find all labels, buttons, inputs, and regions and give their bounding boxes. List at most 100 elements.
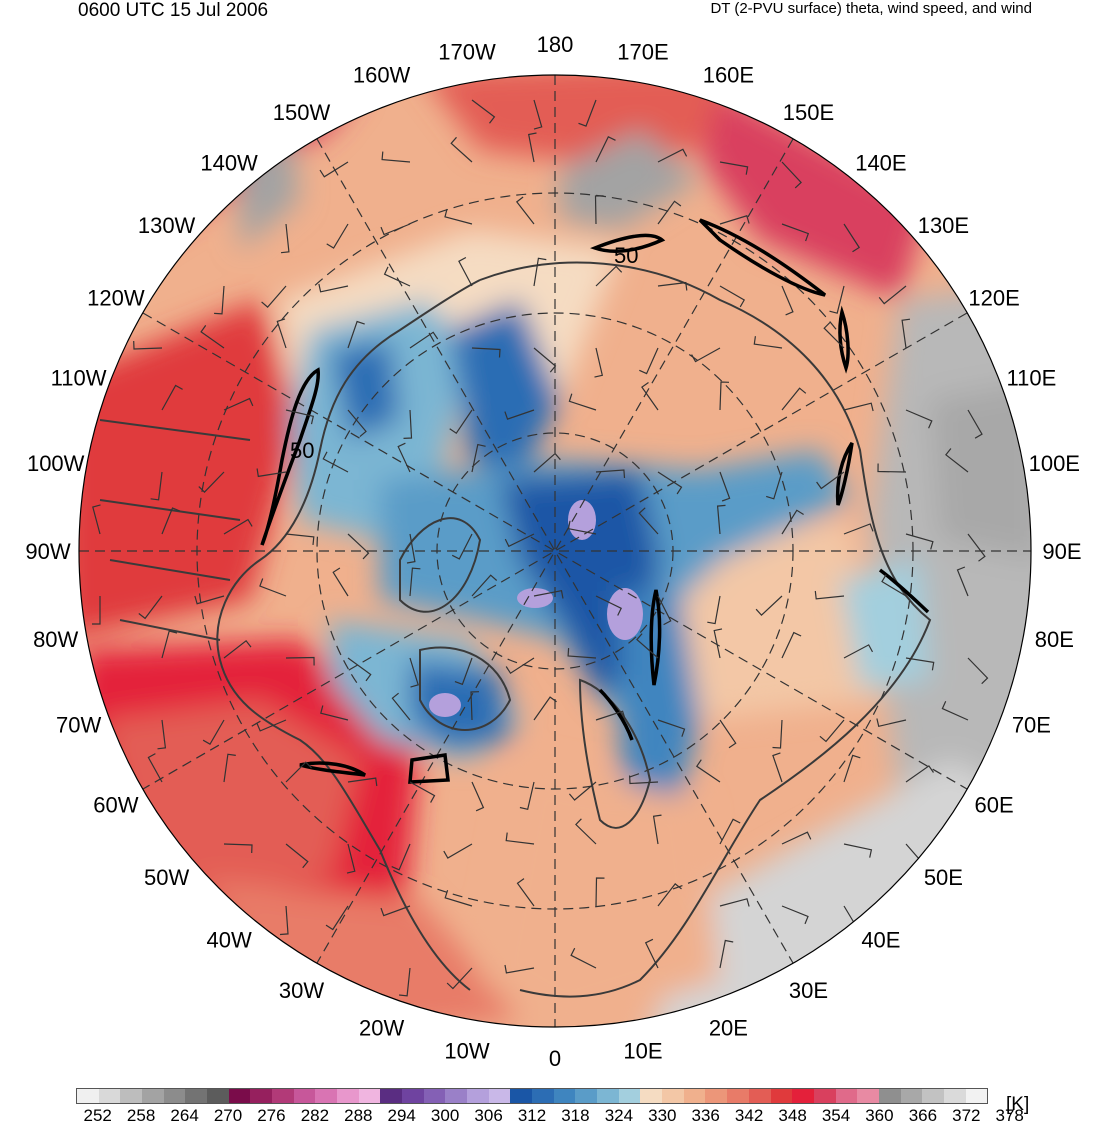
colorbar-swatch [900, 1089, 923, 1103]
colorbar-tick-label: 252 [83, 1106, 112, 1125]
colorbar-tick-label: 264 [170, 1106, 199, 1125]
wind-barb [347, 777, 378, 787]
wind-barb [450, 136, 473, 163]
wind-barb [719, 215, 750, 225]
wind-barb [505, 832, 535, 845]
colorbar-tick-label: 276 [257, 1106, 286, 1125]
colorbar-tick-label: 330 [648, 1106, 677, 1125]
wind-barb [399, 967, 411, 997]
wind-barb [471, 347, 501, 358]
wind-barb [403, 409, 413, 439]
wind-barb [285, 409, 315, 425]
wind-barb [967, 533, 986, 562]
colorbar-swatch [77, 1089, 99, 1103]
colorbar-swatch [120, 1089, 143, 1103]
wind-barb [772, 719, 783, 749]
wind-barb [823, 322, 845, 349]
wind-barb [320, 705, 349, 721]
wind-barb [504, 409, 535, 420]
colorbar [76, 1088, 988, 1104]
wind-barb [256, 468, 287, 478]
longitude-label: 80W [33, 627, 78, 652]
longitude-label: 140W [200, 151, 258, 176]
longitude-label: 150W [273, 100, 331, 125]
wind-barb [570, 947, 597, 969]
wind-barb [829, 285, 845, 314]
wind-barb [638, 507, 659, 535]
colorbar-swatch [618, 1089, 641, 1103]
colorbar-tick-label: 306 [474, 1106, 503, 1125]
longitude-label: 160E [703, 63, 754, 88]
wind-barb [843, 644, 874, 659]
wind-barb [945, 448, 969, 473]
colorbar-swatch [878, 1089, 901, 1103]
wind-barb [901, 318, 911, 349]
wind-barb [781, 387, 807, 411]
wind-barb [568, 393, 597, 411]
wind-barb [147, 753, 163, 783]
wind-barb [766, 471, 783, 500]
colorbar-swatch [813, 1089, 836, 1103]
wind-barb [92, 504, 101, 535]
wind-barb [719, 898, 750, 907]
colorbar-swatch [575, 1089, 598, 1103]
contour-label-north: 50 [614, 243, 638, 268]
wind-barb [575, 818, 597, 845]
wind-barb [161, 384, 183, 411]
longitude-label: 50E [924, 865, 963, 890]
colorbar-swatch [597, 1089, 619, 1103]
wind-barb [657, 595, 672, 626]
wind-barb [781, 223, 810, 242]
colorbar-tick-label: 270 [213, 1106, 243, 1125]
longitude-label: 130E [918, 213, 969, 238]
wind-barb [347, 533, 370, 560]
colorbar-swatch [553, 1089, 576, 1103]
wind-barb [639, 347, 659, 375]
wind-barb [719, 818, 741, 845]
longitude-label: 90E [1042, 539, 1081, 564]
wind-barb [391, 843, 411, 871]
colorbar-swatch [792, 1089, 814, 1103]
wind-barb [397, 442, 411, 473]
wind-barb [504, 533, 535, 548]
wind-barb [568, 781, 597, 801]
wind-barb [657, 471, 683, 495]
colorbar-swatch [380, 1089, 403, 1103]
longitude-label: 100W [27, 451, 85, 476]
wind-barb [652, 814, 662, 845]
wind-barb [595, 265, 623, 287]
wind-barb [471, 99, 496, 124]
wind-barb [533, 99, 543, 130]
wind-barb [138, 595, 163, 620]
wind-barb [905, 765, 934, 783]
wind-barb [905, 657, 935, 671]
colorbar-swatch [965, 1089, 988, 1103]
colorbar-swatch [943, 1089, 966, 1103]
wind-barb [595, 710, 626, 721]
wind-barb [223, 753, 236, 783]
wind-barb [594, 347, 604, 378]
wind-barb [533, 347, 557, 373]
wind-barb [843, 843, 873, 858]
wind-barb [755, 595, 783, 616]
longitude-label: 110E [1007, 366, 1057, 391]
colorbar-tick-label: 366 [908, 1106, 938, 1125]
wind-barb [133, 340, 163, 350]
wind-barb [843, 223, 861, 253]
wind-barb [259, 578, 287, 597]
longitude-label: 150E [783, 100, 834, 125]
wind-barb [781, 285, 794, 316]
longitude-label: 30E [789, 978, 828, 1003]
theta-field: 50 50 [79, 75, 1031, 1027]
wind-barb [695, 759, 721, 783]
wind-barb [843, 754, 861, 783]
wind-barb [781, 509, 804, 535]
coastlines [99, 261, 932, 998]
wind-barb [843, 402, 874, 412]
wind-barb [772, 752, 783, 783]
wind-barb [319, 161, 349, 178]
colorbar-tick-label: 324 [604, 1106, 634, 1125]
wind-barb [223, 843, 253, 854]
colorbar-swatch [857, 1089, 879, 1103]
wind-barb [318, 283, 349, 293]
